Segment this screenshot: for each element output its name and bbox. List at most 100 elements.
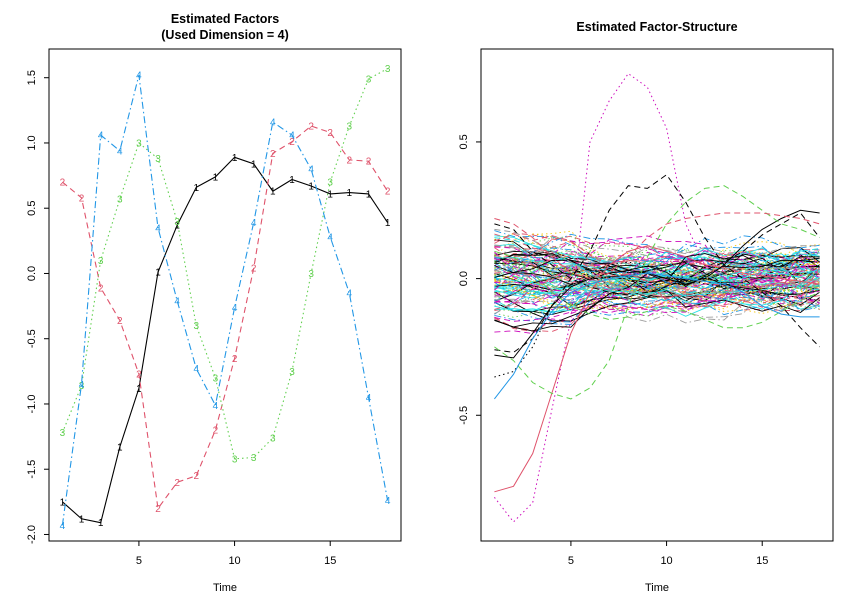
point-label: 1 [366,189,372,200]
point-label: 3 [174,217,180,228]
point-label: 2 [232,354,238,365]
point-label: 1 [327,189,333,200]
series-line-4 [494,261,820,378]
point-label: 2 [136,370,142,381]
x-tick-label: 10 [228,555,240,567]
point-label: 2 [251,264,257,275]
series-line-4 [61,74,389,526]
point-label: 2 [174,478,180,489]
point-label: 2 [347,155,353,166]
series-line-3 [61,68,388,460]
loading-line [494,230,820,309]
loading-line [494,247,820,315]
point-label: 1 [174,221,180,232]
x-tick-label: 5 [568,555,574,567]
loading-line [494,266,820,301]
y-tick-label: -0.5 [458,406,470,425]
loading-line [494,256,820,288]
point-label: 2 [117,316,123,327]
point-label: 3 [213,373,219,384]
loading-line [494,264,820,290]
y-tick-label: 0.5 [26,201,38,216]
loading-line [494,256,820,311]
point-label: 1 [289,175,295,186]
loading-line [494,254,820,314]
series-line-5 [494,209,820,359]
loading-line [494,233,820,309]
point-label: 4 [289,131,295,142]
y-tick-label: 1.0 [26,135,38,150]
loading-line [494,261,820,310]
point-label: 3 [385,64,391,75]
point-label: 4 [98,131,104,142]
point-label: 1 [308,182,314,193]
loading-line [494,244,820,318]
series-line-2 [62,125,389,510]
point-label: 1 [347,188,353,199]
point-label: 4 [155,223,161,234]
point-label: 3 [194,321,200,332]
loading-line [494,256,820,312]
point-label: 4 [232,303,238,314]
x-axis-label: Time [645,582,669,594]
point-label: 1 [79,514,85,525]
loading-line [494,250,820,297]
series-line-9 [494,272,820,400]
chart-2: 5 10 15 -0.5 0.0 0.5 Time Estimated Factor-Stru… [458,20,834,594]
series-lines [494,72,820,523]
loading-line [494,233,820,308]
point-label: 4 [327,232,333,243]
loading-line [494,240,820,304]
loading-line [494,248,820,312]
point-label: 3 [327,178,333,189]
x-tick-label: 15 [756,555,768,567]
loading-line [494,259,820,285]
series-line-8 [494,250,820,329]
loading-line [494,233,820,307]
point-label: 2 [213,426,219,437]
point-label: 3 [366,75,372,86]
point-label: 2 [79,193,85,204]
loading-line [494,253,820,328]
point-label: 2 [60,178,66,189]
chart-subtitle: (Used Dimension = 4) [161,28,288,42]
loading-line [494,241,820,312]
series-lines: 1 1 1 1 1 1 1 1 1 1 1 1 1 1 1 1 1 1 2 2 2 2 2 2 2 2 2 2 2 2 2 2 2 2 2 2 3 3 3 3… [60,64,391,532]
point-label: 3 [270,433,276,444]
y-tick-label: -1.5 [26,460,38,479]
loading-line [494,253,820,317]
series-line-12 [494,228,820,296]
point-label: 1 [194,183,200,194]
point-label: 1 [98,518,104,529]
point-label: 2 [194,471,200,482]
y-tick-label: 0.0 [458,271,470,286]
point-label: 2 [366,157,372,168]
point-label: 4 [117,146,123,157]
point-label: 3 [308,269,314,280]
point-label: 3 [79,381,85,392]
loading-line [494,256,820,322]
point-label: 2 [98,283,104,294]
series-line-3 [494,173,820,353]
point-label: 4 [385,496,391,507]
loading-line [494,259,820,296]
point-label: 1 [155,268,161,279]
loading-line [494,266,820,289]
series-line-1 [62,156,389,524]
y-tick-label: 0.5 [458,134,470,149]
point-label: 4 [213,401,219,412]
point-label: 2 [385,187,391,198]
plot-frame [480,48,834,542]
loading-line [494,237,820,313]
point-label: 3 [117,195,123,206]
point-label: 4 [308,165,314,176]
point-label: 3 [251,453,257,464]
loading-line [494,235,820,308]
point-label: 4 [366,393,372,404]
point-label: 3 [155,154,161,165]
loading-line [494,257,820,301]
point-label: 2 [308,122,314,133]
loading-line [494,250,820,305]
loading-line [494,255,820,296]
